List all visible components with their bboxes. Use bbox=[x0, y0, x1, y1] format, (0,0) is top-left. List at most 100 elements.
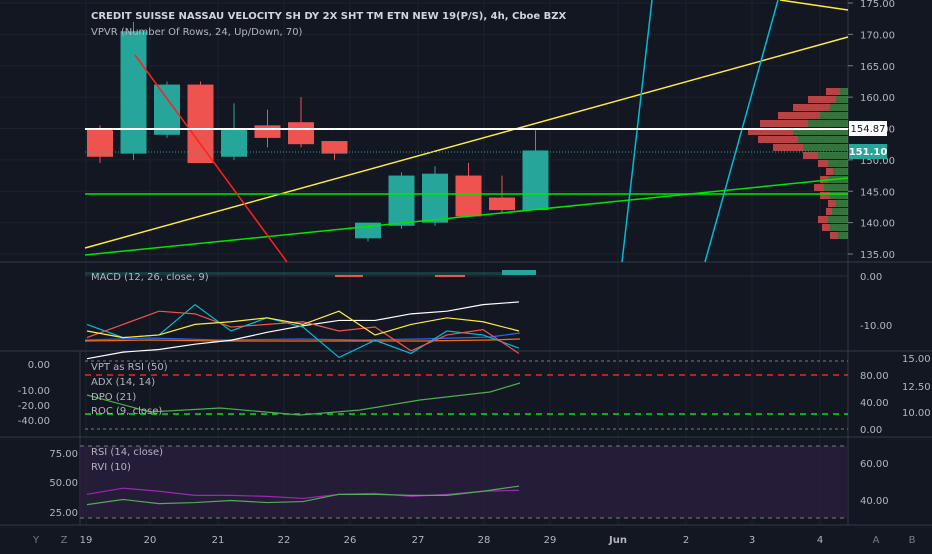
vpvr-row-down-13 bbox=[820, 192, 830, 199]
osc-left-tick-1: -10.00 bbox=[18, 386, 50, 397]
yellow-trendline-upper[interactable] bbox=[779, 0, 849, 11]
vpvr-row-down-9 bbox=[818, 160, 828, 167]
time-tick-label-4: 26 bbox=[344, 535, 357, 546]
red-trendline[interactable] bbox=[134, 54, 288, 263]
vpvr-row-down-6 bbox=[758, 136, 798, 143]
osc-right-tick-0: 80.00 bbox=[860, 371, 889, 382]
price-tick-label-0: 135.00 bbox=[860, 250, 895, 261]
osc-left-tick-3: -40.00 bbox=[18, 416, 50, 427]
vpvr-row-down-8 bbox=[803, 152, 818, 159]
vpvr-row-down-3 bbox=[778, 112, 820, 119]
vpvr-row-up-15 bbox=[832, 208, 848, 215]
vpvr-row-down-1 bbox=[808, 96, 836, 103]
rvi-label[interactable]: RVI (10) bbox=[91, 462, 131, 473]
oscillator-lines bbox=[86, 301, 521, 416]
vpt-label[interactable]: VPT as RSI (50) bbox=[91, 362, 168, 373]
candle-body-2[interactable] bbox=[154, 84, 180, 135]
macd-label[interactable]: MACD (12, 26, close, 9) bbox=[91, 272, 209, 283]
vpvr-row-down-5 bbox=[748, 128, 793, 135]
cyan-line-left[interactable] bbox=[621, 0, 653, 263]
time-tick-label-8: Jun bbox=[608, 535, 627, 546]
candle-body-1[interactable] bbox=[120, 31, 147, 154]
vpvr-row-down-10 bbox=[826, 168, 833, 175]
rsi-left-tick-0: 75.00 bbox=[49, 449, 78, 460]
vpvr-row-down-4 bbox=[760, 120, 808, 127]
rsi-right-tick-1: 40.00 bbox=[860, 496, 889, 507]
time-tick-label-2: 21 bbox=[212, 535, 225, 546]
vpvr-profile bbox=[748, 88, 848, 239]
pane-separators bbox=[0, 0, 932, 526]
vpvr-row-up-7 bbox=[803, 144, 848, 151]
osc-left-tick-0: 0.00 bbox=[28, 360, 50, 371]
candle-body-6[interactable] bbox=[288, 122, 314, 145]
toolbar-icon-z[interactable]: Z bbox=[61, 535, 68, 546]
teal-price-badge-text: 151.10 bbox=[849, 147, 888, 158]
time-tick-label-6: 28 bbox=[478, 535, 491, 546]
white-price-badge bbox=[849, 121, 887, 136]
time-tick-label-10: 3 bbox=[749, 535, 755, 546]
yellow-trendline[interactable] bbox=[84, 36, 849, 249]
price-tick-label-5: 160.00 bbox=[860, 93, 895, 104]
vpvr-row-down-17 bbox=[822, 224, 830, 231]
osc-series-0 bbox=[86, 301, 520, 360]
axes: 135.00140.00145.00150.00155.00160.00165.… bbox=[18, 0, 931, 546]
macd-pane bbox=[84, 270, 848, 342]
vpvr-row-up-12 bbox=[824, 184, 848, 191]
time-tick-label-7: 29 bbox=[544, 535, 557, 546]
rsi-label[interactable]: RSI (14, close) bbox=[91, 447, 163, 458]
macd-histogram bbox=[85, 270, 536, 277]
vpvr-row-down-15 bbox=[826, 208, 832, 215]
price-tick-label-3: 150.00 bbox=[860, 156, 895, 167]
vpvr-row-up-1 bbox=[836, 96, 848, 103]
candle-body-7[interactable] bbox=[321, 141, 348, 154]
vpvr-row-up-16 bbox=[828, 216, 848, 223]
cyan-line-right[interactable] bbox=[704, 0, 779, 263]
candle-body-13[interactable] bbox=[522, 150, 549, 211]
price-tick-label-2: 145.00 bbox=[860, 187, 895, 198]
candle-body-4[interactable] bbox=[221, 128, 247, 157]
osc-far-right-tick-1: 12.50 bbox=[902, 382, 931, 393]
candle-body-9[interactable] bbox=[388, 175, 415, 226]
green-trendline[interactable] bbox=[84, 177, 849, 256]
macd-hist-red-1 bbox=[335, 275, 363, 277]
osc-far-right-tick-2: 10.00 bbox=[902, 408, 931, 419]
time-tick-label-1: 20 bbox=[144, 535, 157, 546]
rsi-left-tick-2: 25.00 bbox=[49, 508, 78, 519]
teal-price-badge bbox=[849, 144, 887, 159]
candle-body-3[interactable] bbox=[187, 84, 214, 164]
legend-labels: CREDIT SUISSE NASSAU VELOCITY SH DY 2X S… bbox=[91, 11, 567, 473]
rsi-left-tick-1: 50.00 bbox=[49, 478, 78, 489]
vpvr-row-down-11 bbox=[820, 176, 828, 183]
macd-tick-label-1: -10.00 bbox=[860, 321, 892, 332]
toolbar-icon-a[interactable]: A bbox=[873, 535, 880, 546]
toolbar-icon-y[interactable]: Y bbox=[32, 535, 40, 546]
osc-series-3 bbox=[86, 310, 520, 339]
chart-title: CREDIT SUISSE NASSAU VELOCITY SH DY 2X S… bbox=[91, 11, 567, 22]
candles bbox=[87, 21, 549, 242]
vpvr-row-up-14 bbox=[836, 200, 848, 207]
time-tick-label-11: 4 bbox=[817, 535, 823, 546]
osc-series-extra bbox=[86, 382, 521, 416]
vpvr-row-up-3 bbox=[820, 112, 848, 119]
candle-body-10[interactable] bbox=[422, 173, 448, 223]
macd-signal-line bbox=[84, 338, 521, 342]
adx-label[interactable]: ADX (14, 14) bbox=[91, 377, 155, 388]
trend-lines bbox=[84, 0, 849, 263]
candle-body-11[interactable] bbox=[455, 175, 482, 217]
roc-label[interactable]: ROC (9, close) bbox=[91, 406, 162, 417]
dpo-label[interactable]: DPO (21) bbox=[91, 392, 136, 403]
osc-far-right-tick-0: 15.00 bbox=[902, 354, 931, 365]
candle-body-0[interactable] bbox=[87, 128, 113, 157]
vpvr-row-up-18 bbox=[838, 232, 848, 239]
rsi-series-1 bbox=[86, 485, 520, 506]
rsi-lines bbox=[86, 485, 520, 506]
vpvr-row-down-18 bbox=[830, 232, 838, 239]
price-tick-label-7: 170.00 bbox=[860, 30, 895, 41]
rsi-right-tick-0: 60.00 bbox=[860, 459, 889, 470]
vpvr-label[interactable]: VPVR (Number Of Rows, 24, Up/Down, 70) bbox=[91, 27, 303, 38]
candle-body-5[interactable] bbox=[254, 125, 281, 138]
time-tick-label-5: 27 bbox=[412, 535, 425, 546]
toolbar-icon-b[interactable]: B bbox=[909, 535, 916, 546]
candle-body-12[interactable] bbox=[489, 197, 515, 211]
